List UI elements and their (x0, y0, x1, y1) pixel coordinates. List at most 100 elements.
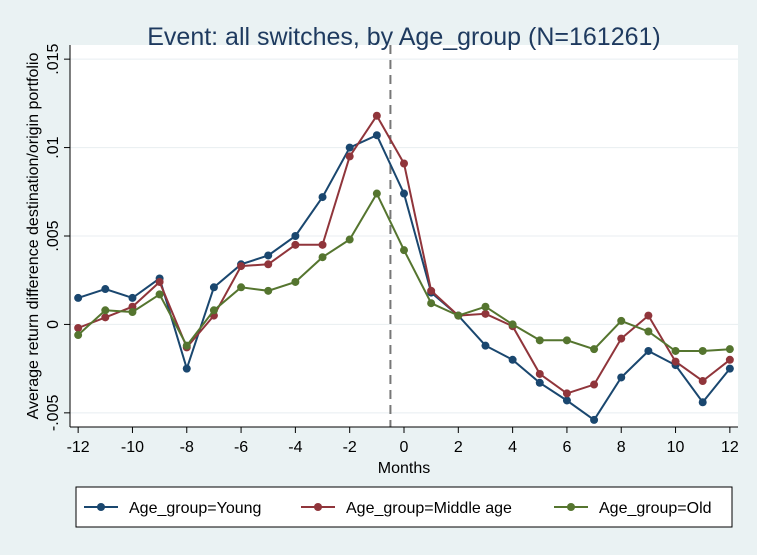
data-point (101, 306, 110, 315)
data-point (237, 283, 246, 292)
x-tick-label: 12 (721, 439, 739, 456)
legend-label: Age_group=Middle age (346, 500, 512, 517)
data-point (74, 331, 83, 340)
data-point (128, 308, 137, 317)
data-point (182, 341, 191, 350)
x-tick-label: -6 (234, 439, 248, 456)
data-point (101, 285, 110, 294)
data-point (671, 346, 680, 355)
data-point (318, 240, 327, 249)
data-point (562, 336, 571, 345)
y-tick-label: .015 (45, 43, 62, 74)
legend-label: Age_group=Young (129, 500, 261, 517)
data-point (264, 286, 273, 295)
data-point (562, 389, 571, 398)
data-point (155, 290, 164, 299)
legend-marker (567, 503, 575, 511)
data-point (101, 313, 110, 322)
legend: Age_group=Young Age_group=Middle age Age_g… (75, 486, 733, 528)
legend-box (75, 486, 733, 528)
x-tick-label: 6 (562, 439, 571, 456)
data-point (345, 235, 354, 244)
data-point (264, 260, 273, 269)
x-tick-label: 10 (667, 439, 685, 456)
chart-title: Event: all switches, by Age_group (N=161… (147, 23, 661, 51)
data-point (400, 189, 408, 198)
y-axis-label: Average return difference destination/or… (25, 53, 42, 420)
x-tick-label: -4 (288, 439, 302, 456)
data-point (372, 131, 381, 140)
data-point (562, 396, 571, 405)
y-tick-label: .01 (45, 136, 62, 158)
data-point (318, 193, 327, 202)
data-point (698, 346, 707, 355)
data-point (74, 323, 83, 332)
data-point (318, 253, 327, 262)
data-point (698, 398, 707, 407)
data-point (291, 240, 300, 249)
data-point (535, 369, 544, 378)
data-point (698, 377, 707, 386)
data-point (617, 316, 626, 325)
data-point (725, 345, 734, 354)
data-point (725, 364, 734, 373)
x-tick-label: 4 (508, 439, 517, 456)
x-axis-label: Months (378, 460, 430, 477)
data-point (74, 293, 83, 302)
x-tick-label: -2 (343, 439, 357, 456)
data-point (400, 246, 408, 255)
data-point (237, 262, 246, 271)
series (74, 131, 734, 424)
x-tick-label: 2 (454, 439, 463, 456)
legend-marker (97, 503, 105, 511)
data-point (535, 378, 544, 387)
data-point (535, 336, 544, 345)
data-point (427, 299, 436, 308)
data-point (454, 311, 463, 320)
y-tick-label: -.005 (45, 395, 62, 432)
data-point (155, 277, 164, 286)
data-point (400, 159, 408, 168)
data-point (264, 251, 273, 260)
data-point (481, 302, 490, 311)
data-point (481, 309, 490, 318)
data-point (590, 415, 599, 424)
data-point (590, 380, 599, 389)
legend-marker (314, 503, 322, 511)
data-point (372, 111, 381, 120)
series-group (74, 111, 734, 424)
data-point (644, 327, 653, 336)
x-tick-label: 8 (617, 439, 626, 456)
data-point (644, 346, 653, 355)
x-tick-label: 0 (400, 439, 409, 456)
data-point (128, 293, 137, 302)
axes: -.005 0 .005 .01 .015 -12 -10 -8 -6 -4 -2 0 2 4 6 8 10 12 (45, 43, 739, 456)
data-point (590, 345, 599, 354)
series (74, 189, 734, 355)
data-point (617, 334, 626, 343)
data-point (182, 364, 191, 373)
data-point (291, 232, 300, 240)
data-point (508, 355, 517, 364)
data-point (372, 189, 381, 198)
legend-label: Age_group=Old (599, 500, 712, 517)
data-point (209, 283, 218, 292)
data-point (345, 152, 354, 161)
data-point (481, 341, 490, 350)
x-tick-label: -12 (67, 439, 90, 456)
x-tick-label: -10 (121, 439, 144, 456)
y-tick-label: .005 (45, 220, 62, 251)
data-point (291, 277, 300, 286)
data-point (725, 355, 734, 364)
data-point (671, 357, 680, 366)
y-tick-label: 0 (45, 320, 62, 329)
data-point (644, 311, 653, 320)
grid-lines (70, 58, 738, 414)
data-point (617, 373, 626, 382)
data-point (209, 306, 218, 315)
data-point (508, 320, 517, 329)
data-point (345, 143, 354, 152)
x-tick-label: -8 (180, 439, 194, 456)
